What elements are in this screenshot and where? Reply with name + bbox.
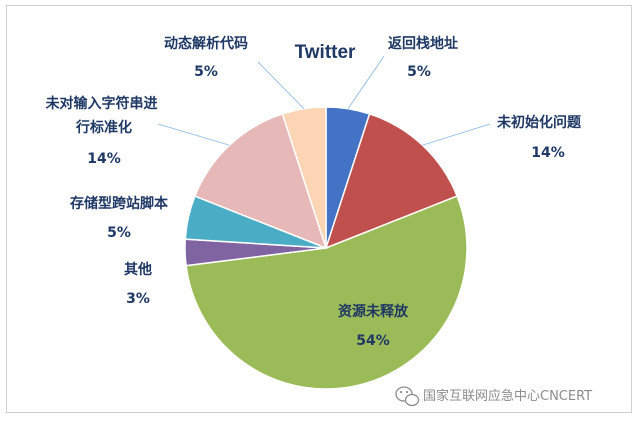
leader-line [157, 123, 230, 146]
slice-label-2: 资源未释放 [338, 303, 409, 320]
slice-label-5: 未对输入字符串进 行标准化 [46, 95, 163, 136]
slice-label-4: 存储型跨站脚本 [70, 195, 169, 212]
pie-slice [185, 195, 468, 390]
slice-label-1: 未初始化问题 [497, 114, 582, 131]
slice-pct-6: 5% [194, 64, 218, 80]
pie-slice [324, 112, 459, 250]
watermark-text: 国家互联网应急中心CNCERT [423, 388, 592, 404]
slice-pct-3: 3% [126, 291, 150, 307]
slice-label-3: 其他 [124, 261, 152, 278]
slice-pct-2: 54% [356, 333, 390, 349]
slice-pct-5: 14% [87, 151, 121, 167]
slice-label-5-line1: 未对输入字符串进 [46, 95, 158, 112]
slice-label-6: 动态解析代码 [164, 35, 248, 52]
slice-pct-4: 5% [107, 225, 131, 241]
slice-pct-0: 5% [407, 64, 431, 80]
pie-slice [281, 106, 327, 249]
leader-line [257, 61, 305, 110]
slice-label-5-line2: 行标准化 [75, 119, 132, 136]
slice-label-0: 返回栈地址 [388, 35, 458, 52]
chart-title: Twitter [295, 42, 356, 63]
leader-line [347, 55, 385, 109]
wechat-icon [395, 386, 420, 407]
slice-pct-1: 14% [531, 145, 565, 161]
leader-line [422, 123, 491, 146]
